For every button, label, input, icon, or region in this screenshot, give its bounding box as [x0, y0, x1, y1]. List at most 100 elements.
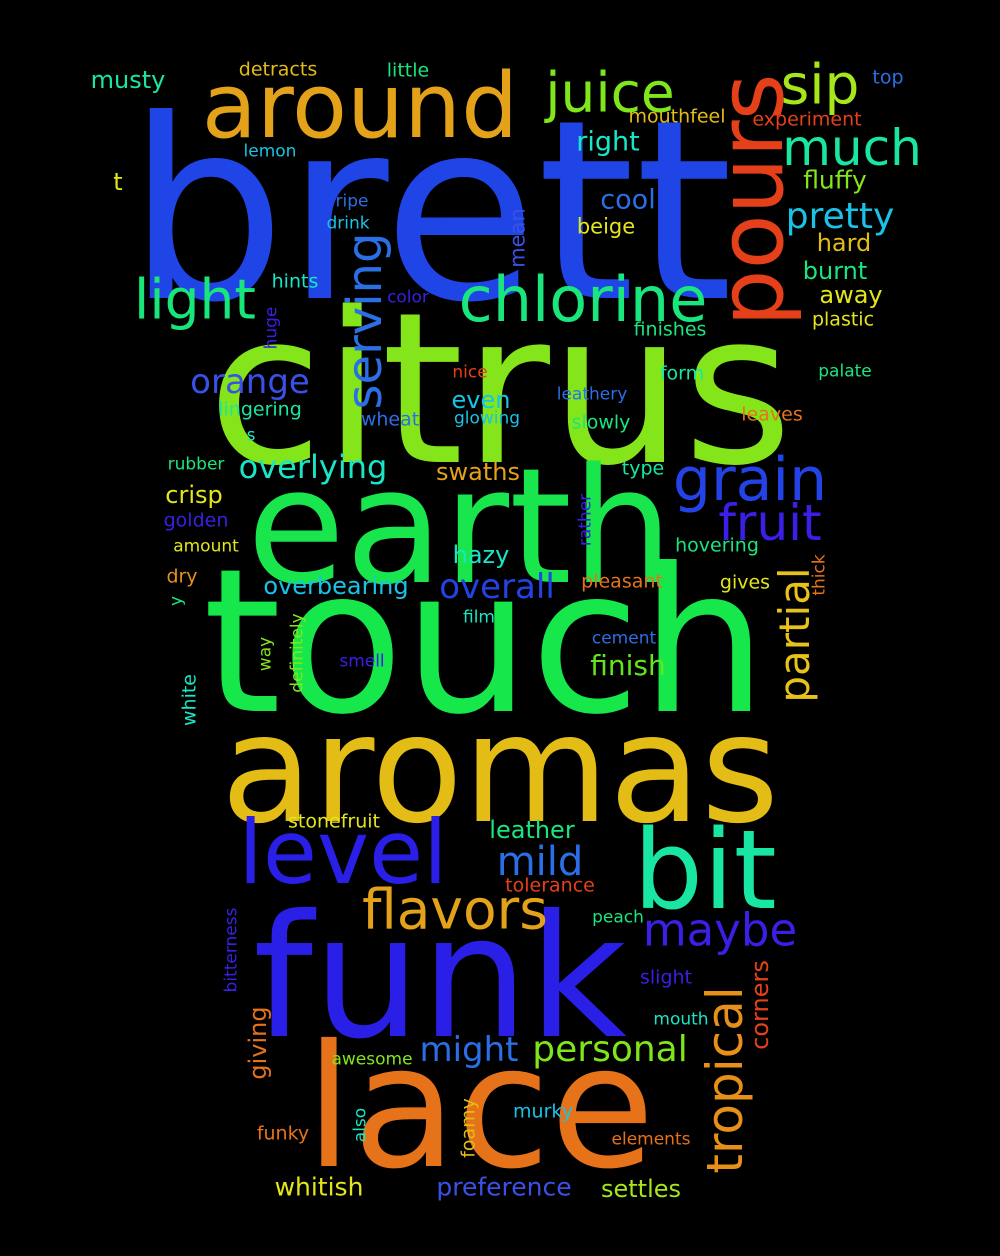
word-sip: sip — [780, 52, 860, 117]
word-plastic: plastic — [811, 308, 875, 331]
word-mean: mean — [505, 208, 530, 268]
word-huge: huge — [261, 306, 282, 350]
word-also: also — [350, 1107, 371, 1143]
word-wheat: wheat — [360, 408, 420, 431]
word-little: little — [386, 59, 430, 82]
word-beige: beige — [576, 214, 636, 239]
word-musty: musty — [90, 66, 166, 94]
word-serving: serving — [337, 232, 393, 410]
word-slowly: slowly — [571, 411, 631, 434]
word-finishes: finishes — [633, 318, 707, 341]
word-swaths: swaths — [436, 458, 520, 486]
word-brett: brett — [127, 66, 733, 357]
word-overall: overall — [439, 567, 555, 607]
word-touch: touch — [202, 526, 768, 759]
word-earth: earth — [246, 433, 674, 620]
word-preference: preference — [436, 1172, 572, 1202]
word-top: top — [872, 66, 904, 89]
word-lingering: lingering — [218, 398, 302, 421]
word-mouthfeel: mouthfeel — [628, 105, 726, 128]
word-experiment: experiment — [752, 108, 862, 131]
word-away: away — [819, 281, 883, 309]
word-burnt: burnt — [802, 257, 868, 285]
word-foamy: foamy — [457, 1098, 480, 1158]
word-bit: bit — [633, 806, 777, 934]
word-amount: amount — [173, 536, 239, 557]
word-hazy: hazy — [452, 541, 510, 569]
word-even: even — [451, 386, 511, 414]
word-level: level — [238, 801, 448, 904]
word-gives: gives — [719, 571, 771, 594]
word-detracts: detracts — [238, 58, 318, 81]
word-aromas: aromas — [220, 683, 780, 857]
word-maybe: maybe — [642, 903, 798, 957]
word-funky: funky — [256, 1122, 310, 1145]
word-right: right — [576, 126, 640, 158]
word-leaves: leaves — [741, 403, 803, 426]
word-film: film — [463, 607, 495, 628]
word-white: white — [178, 674, 201, 726]
word-pretty: pretty — [785, 196, 895, 237]
word-settles: settles — [600, 1175, 682, 1203]
word-lemon: lemon — [243, 141, 297, 162]
word-thick: thick — [809, 554, 830, 596]
word-mild: mild — [496, 839, 584, 885]
word-light: light — [134, 267, 256, 332]
word-nice: nice — [452, 362, 488, 383]
word-leather: leather — [489, 816, 575, 844]
word-fluffy: fluffy — [803, 165, 867, 195]
word-lace: lace — [305, 1009, 655, 1207]
word-crisp: crisp — [165, 481, 223, 509]
word-tolerance: tolerance — [505, 874, 595, 897]
word-flavors: flavors — [362, 877, 548, 942]
word-smell: smell — [339, 651, 385, 672]
word-fruit: fruit — [718, 494, 822, 552]
word-glowing: glowing — [453, 408, 521, 429]
word-cool: cool — [600, 184, 656, 216]
word-corners: corners — [746, 960, 774, 1050]
word-might: might — [419, 1030, 519, 1070]
word-citrus: citrus — [207, 267, 793, 512]
word-slight: slight — [639, 966, 693, 989]
word-much: much — [782, 119, 922, 177]
word-mouth: mouth — [653, 1009, 709, 1030]
word-grain: grain — [672, 445, 828, 515]
word-cement: cement — [591, 628, 657, 649]
word-golden: golden — [163, 509, 229, 532]
word-chlorine: chlorine — [458, 263, 708, 336]
word-type: type — [621, 457, 665, 480]
word-definitely: definitely — [287, 613, 308, 693]
word-elements: elements — [611, 1129, 691, 1150]
word-rather: rather — [575, 493, 596, 547]
word-funk: funk — [253, 879, 627, 1077]
word-overlying: overlying — [238, 448, 388, 486]
word-around: around — [201, 54, 519, 159]
word-rubber: rubber — [167, 454, 225, 475]
word-s: s — [246, 425, 256, 446]
word-peach: peach — [592, 907, 644, 928]
word-ripe: ripe — [335, 191, 369, 212]
word-leathery: leathery — [556, 384, 628, 405]
word-form: form — [659, 362, 705, 385]
word-hints: hints — [271, 270, 319, 293]
word-finish: finish — [590, 649, 666, 682]
word-drink: drink — [326, 213, 370, 234]
word-palate: palate — [818, 361, 872, 382]
word-way: way — [255, 636, 276, 672]
word-juice: juice — [545, 60, 675, 125]
word-awesome: awesome — [331, 1049, 413, 1070]
word-dry: dry — [166, 565, 198, 588]
word-hard: hard — [816, 229, 872, 257]
word-murky: murky — [513, 1100, 573, 1123]
word-personal: personal — [532, 1029, 688, 1070]
word-whitish: whitish — [274, 1172, 364, 1202]
word-pleasant: pleasant — [581, 570, 663, 593]
word-y: y — [166, 595, 187, 607]
word-orange: orange — [190, 362, 310, 402]
word-stonefruit: stonefruit — [288, 810, 380, 833]
word-overbearing: overbearing — [263, 572, 409, 600]
word-bitterness: bitterness — [221, 907, 242, 993]
word-t: t — [113, 168, 123, 196]
word-giving: giving — [244, 1006, 272, 1080]
